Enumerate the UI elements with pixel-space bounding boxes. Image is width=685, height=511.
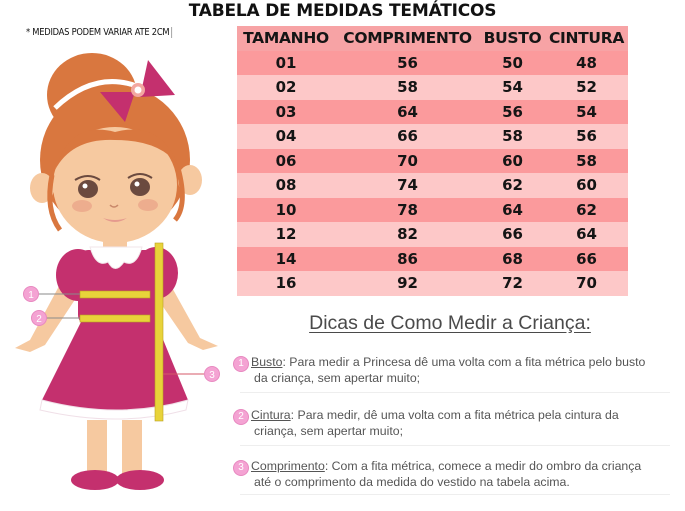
cell-length: 74	[397, 176, 418, 195]
svg-text:1: 1	[28, 290, 34, 301]
divider	[240, 494, 670, 495]
size-table: TAMANHO COMPRIMENTO BUSTO CINTURA 01 56 50…	[237, 26, 628, 296]
table-row: 04 66 58 56	[237, 124, 628, 149]
cell-size: 16	[275, 274, 297, 293]
waist-tape	[79, 314, 151, 323]
cell-waist: 66	[576, 249, 597, 268]
cell-size: 04	[275, 127, 297, 146]
tip-text: : Com a fita métrica, comece a medir do …	[324, 459, 642, 473]
tip-text: : Para medir, dê uma volta com a fita mé…	[290, 408, 619, 422]
bust-tape	[79, 290, 151, 299]
tip-text-continuation: até o comprimento da medida do vestido n…	[254, 475, 570, 489]
cell-bust: 68	[502, 249, 523, 268]
cell-length: 58	[397, 78, 418, 97]
svg-text:2: 2	[36, 314, 42, 325]
table-row: 06 70 60 58	[237, 148, 628, 173]
cell-size: 08	[275, 176, 297, 195]
svg-text:3: 3	[209, 370, 215, 381]
tip-text-continuation: da criança, sem apertar muito;	[254, 371, 421, 385]
cell-size: 14	[275, 249, 297, 268]
cell-length: 70	[397, 151, 418, 170]
length-tape	[154, 242, 164, 422]
size-table-header: TAMANHO COMPRIMENTO BUSTO CINTURA	[237, 26, 628, 51]
cell-length: 92	[397, 274, 418, 293]
cell-waist: 48	[576, 53, 597, 72]
tip-waist: 2 Cintura: Para medir, dê uma volta com a…	[234, 408, 674, 439]
tip-text-continuation: criança, sem apertar muito;	[254, 424, 403, 438]
cell-bust: 56	[502, 102, 523, 121]
cell-bust: 58	[502, 127, 523, 146]
cell-size: 12	[275, 225, 297, 244]
cell-bust: 64	[502, 200, 523, 219]
tip-bust: 1 Busto: Para medir a Princesa dê uma vol…	[234, 355, 674, 386]
cell-waist: 70	[576, 274, 597, 293]
cell-length: 78	[397, 200, 418, 219]
cell-waist: 64	[576, 225, 597, 244]
table-row: 08 74 62 60	[237, 173, 628, 198]
column-header-bust: BUSTO	[483, 29, 542, 48]
table-row: 10 78 64 62	[237, 197, 628, 222]
girl-illustration: 1 2 3	[15, 53, 220, 490]
cell-bust: 60	[502, 151, 523, 170]
marker-2-icon: 2	[31, 310, 47, 326]
cell-length: 66	[397, 127, 418, 146]
number-1-icon: 1	[234, 357, 248, 371]
column-header-size: TAMANHO	[243, 29, 329, 48]
tip-label: Busto	[251, 355, 283, 369]
table-row: 03 64 56 54	[237, 99, 628, 124]
cell-waist: 56	[576, 127, 597, 146]
table-row: 01 56 50 48	[237, 50, 628, 75]
bow-icon	[140, 60, 175, 97]
marker-1-icon: 1	[23, 286, 39, 302]
cell-size: 03	[275, 102, 297, 121]
number-2-icon: 2	[234, 410, 248, 424]
cell-waist: 52	[576, 78, 597, 97]
marker-3-icon: 3	[204, 366, 220, 382]
cell-size: 10	[275, 200, 297, 219]
cell-size: 02	[275, 78, 297, 97]
table-row: 12 82 66 64	[237, 222, 628, 247]
cell-waist: 54	[576, 102, 597, 121]
column-header-length: COMPRIMENTO	[343, 29, 472, 48]
cell-length: 86	[397, 249, 418, 268]
cell-waist: 58	[576, 151, 597, 170]
cell-length: 56	[397, 53, 418, 72]
cell-size: 01	[275, 53, 297, 72]
tip-label: Comprimento	[251, 459, 325, 473]
cell-bust: 50	[502, 53, 523, 72]
cell-length: 82	[397, 225, 418, 244]
cell-bust: 54	[502, 78, 523, 97]
tip-length: 3 Comprimento: Com a fita métrica, comece…	[234, 459, 674, 490]
divider	[240, 445, 670, 446]
cell-bust: 62	[502, 176, 523, 195]
number-3-icon: 3	[234, 461, 248, 475]
cell-length: 64	[397, 102, 418, 121]
cell-waist: 62	[576, 200, 597, 219]
tip-label: Cintura	[251, 408, 291, 422]
table-row: 16 92 72 70	[237, 271, 628, 296]
tip-text: : Para medir a Princesa dê uma volta com…	[282, 355, 646, 369]
cell-bust: 66	[502, 225, 523, 244]
cell-size: 06	[275, 151, 297, 170]
table-row: 02 58 54 52	[237, 75, 628, 100]
divider	[240, 392, 670, 393]
measurement-note: * MEDIDAS PODEM VARIAR ATE 2CM	[26, 27, 172, 38]
table-row: 14 86 68 66	[237, 246, 628, 271]
tips-title: Dicas de Como Medir a Criança:	[309, 312, 591, 334]
cell-bust: 72	[502, 274, 523, 293]
page-title: TABELA DE MEDIDAS TEMÁTICOS	[188, 1, 497, 21]
cell-waist: 60	[576, 176, 597, 195]
column-header-waist: CINTURA	[548, 29, 625, 48]
